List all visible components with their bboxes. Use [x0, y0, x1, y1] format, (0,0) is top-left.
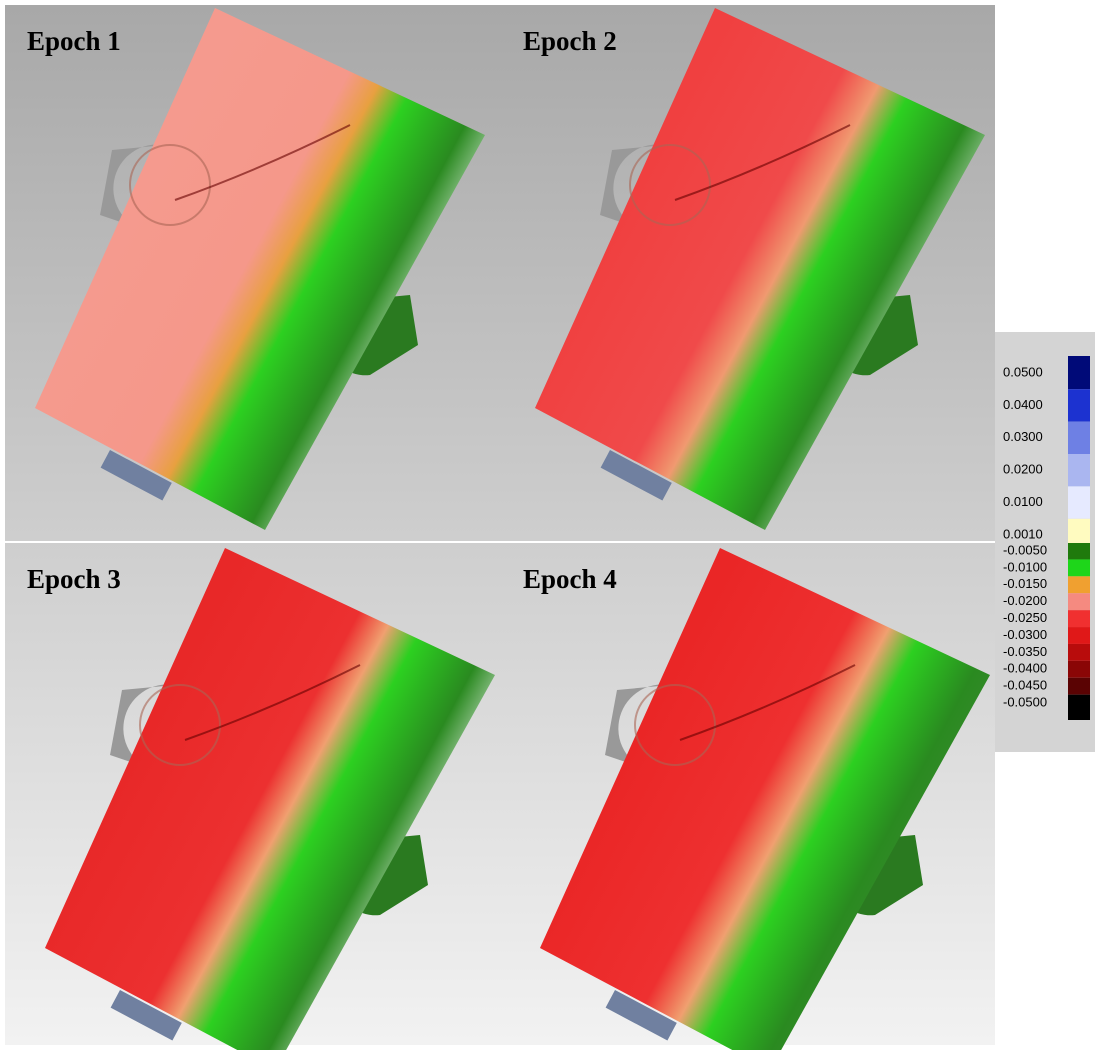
legend-label: 0.0500 — [1003, 364, 1043, 379]
legend-swatch — [1068, 559, 1090, 576]
legend-label: -0.0100 — [1003, 559, 1047, 574]
legend-swatch — [1068, 576, 1090, 593]
legend-label: 0.0100 — [1003, 494, 1043, 509]
legend-swatch — [1068, 644, 1090, 661]
legend-swatch — [1068, 661, 1090, 678]
legend-label: -0.0150 — [1003, 576, 1047, 591]
legend-swatch — [1068, 593, 1090, 610]
legend-swatch — [1068, 422, 1090, 454]
panel-title: Epoch 3 — [27, 564, 121, 594]
legend-label: -0.0250 — [1003, 610, 1047, 625]
legend-swatch — [1068, 610, 1090, 627]
legend-swatch — [1068, 356, 1090, 389]
legend-label: 0.0400 — [1003, 397, 1043, 412]
legend-swatch — [1068, 695, 1090, 720]
legend-swatch — [1068, 678, 1090, 695]
panel-title: Epoch 2 — [523, 26, 617, 56]
legend-swatch — [1068, 454, 1090, 486]
legend-swatch — [1068, 519, 1090, 543]
legend-swatch — [1068, 627, 1090, 644]
legend-swatch — [1068, 543, 1090, 559]
legend-label: -0.0500 — [1003, 695, 1047, 710]
legend-label: -0.0400 — [1003, 661, 1047, 676]
legend-label: -0.0450 — [1003, 678, 1047, 693]
legend-swatch — [1068, 389, 1090, 421]
legend-label: -0.0050 — [1003, 542, 1047, 557]
legend-label: -0.0350 — [1003, 644, 1047, 659]
legend-label: 0.0010 — [1003, 526, 1043, 541]
legend-swatch — [1068, 486, 1090, 518]
legend-label: 0.0300 — [1003, 429, 1043, 444]
figure: Epoch 1 Epoch 2 Epoch 3 Epoch 4 0.0500 0.… — [0, 0, 1095, 1050]
page: Epoch 1 Epoch 2 Epoch 3 Epoch 4 0.0500 0.… — [0, 0, 1095, 1050]
legend-label: 0.0200 — [1003, 462, 1043, 477]
legend-label: -0.0300 — [1003, 627, 1047, 642]
legend-label: -0.0200 — [1003, 593, 1047, 608]
panel-title: Epoch 4 — [523, 564, 617, 594]
panel-title: Epoch 1 — [27, 26, 121, 56]
